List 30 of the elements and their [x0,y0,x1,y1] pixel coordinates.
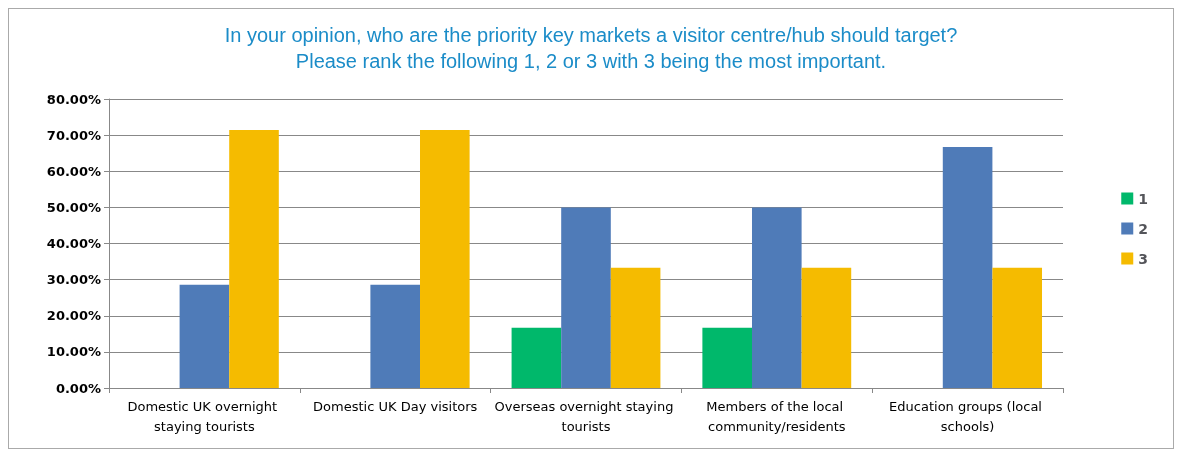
x-tick-label: Members of the local community/residents [706,398,848,434]
y-tick-label: 0.00% [55,380,101,396]
bar [370,284,420,388]
bar [702,327,752,388]
bar [610,267,661,388]
legend-label: 3 [1138,250,1149,267]
bar [561,207,611,388]
x-tick-label: Domestic UK Day visitors [313,398,478,414]
legend-label: 1 [1138,190,1149,207]
x-tick-label: Domestic UK overnight staying tourists [127,398,282,434]
x-tick-label: Overseas overnight staying tourists [494,398,678,434]
y-tick-label: 70.00% [46,127,101,143]
y-tick-label: 10.00% [46,344,101,360]
y-tick-label: 60.00% [46,163,101,179]
legend-label: 2 [1138,220,1149,237]
y-tick-label: 80.00% [46,91,101,107]
x-tick-label: Education groups (local schools) [889,398,1047,434]
y-tick-label: 40.00% [46,236,101,251]
bar [752,207,802,388]
bar [511,327,562,388]
bar [179,284,230,388]
bar [942,147,993,388]
bar [992,267,1043,388]
bar [229,130,279,388]
bar [420,130,470,388]
y-tick-label: 20.00% [46,308,101,324]
y-tick-label: 50.00% [46,199,101,215]
y-tick-label: 30.00% [46,272,101,288]
bar [801,267,852,388]
chart-title: In your opinion, who are the priority key markets a visitor centre/hub should target? Please rank the following 1, 2 or 3 with 3 being the most important. [224,24,958,72]
